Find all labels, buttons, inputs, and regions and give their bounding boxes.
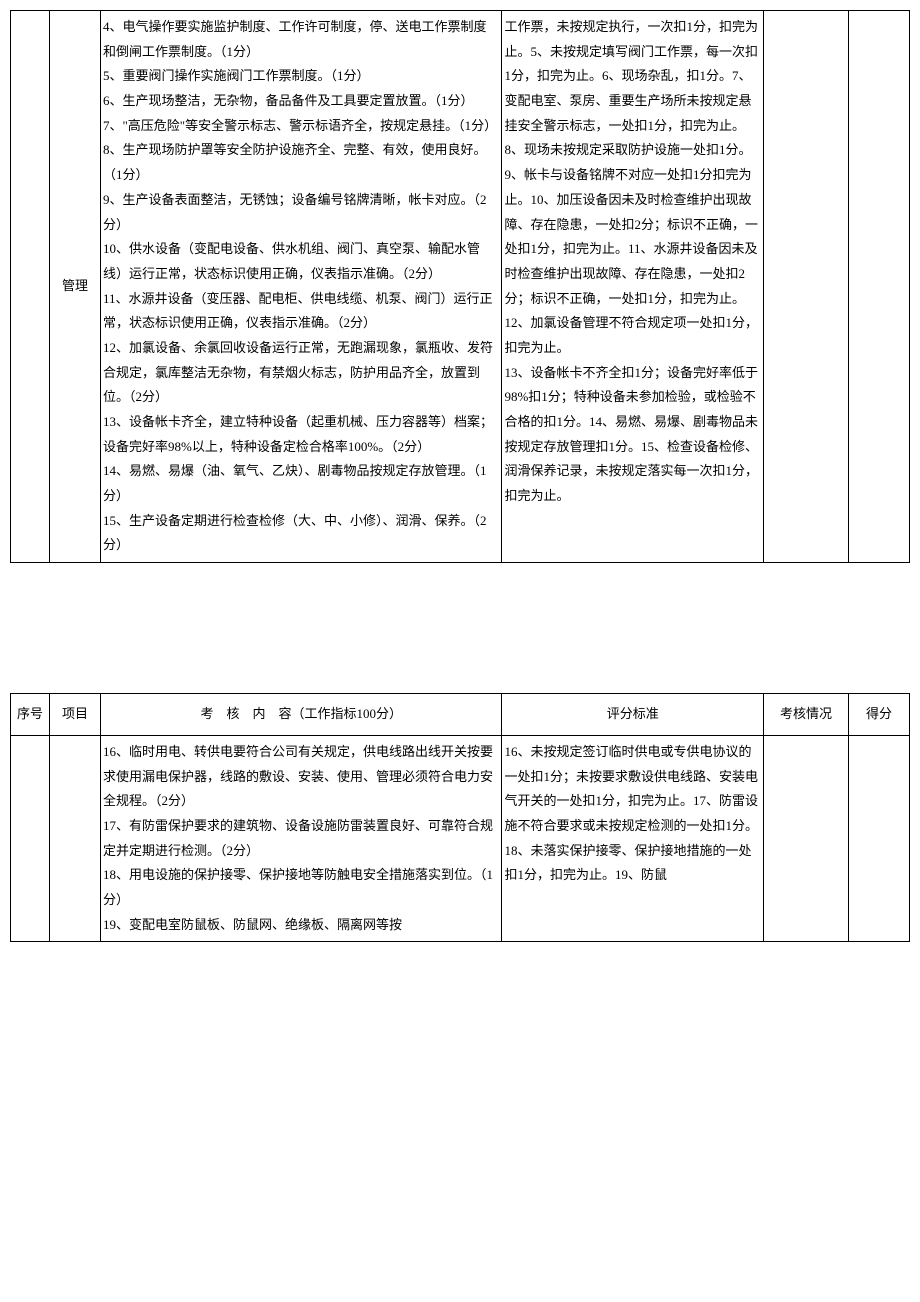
table-header-row: 序号 项目 考 核 内 容（工作指标100分） 评分标准 考核情况 得分 <box>11 694 910 736</box>
assessment-table-1: 管理 4、电气操作要实施监护制度、工作许可制度，停、送电工作票制度和倒闸工作票制… <box>10 10 910 563</box>
header-criteria: 评分标准 <box>502 694 764 736</box>
table-row: 16、临时用电、转供电要符合公司有关规定，供电线路出线开关按要求使用漏电保护器，… <box>11 735 910 942</box>
seq-cell <box>11 11 50 563</box>
project-cell: 管理 <box>49 11 100 563</box>
project-cell <box>49 735 100 942</box>
header-project: 项目 <box>49 694 100 736</box>
header-content-prefix: 考 核 内 容 <box>200 706 291 721</box>
score-cell <box>849 11 910 563</box>
header-content-suffix: （工作指标100分） <box>291 706 402 721</box>
criteria-cell: 16、未按规定签订临时供电或专供电协议的一处扣1分；未按要求敷设供电线路、安装电… <box>502 735 764 942</box>
header-content: 考 核 内 容（工作指标100分） <box>101 694 502 736</box>
assessment-table-2: 序号 项目 考 核 内 容（工作指标100分） 评分标准 考核情况 得分 16、… <box>10 693 910 942</box>
header-score: 得分 <box>849 694 910 736</box>
status-cell <box>763 735 848 942</box>
status-cell <box>763 11 848 563</box>
header-seq: 序号 <box>11 694 50 736</box>
content-cell: 16、临时用电、转供电要符合公司有关规定，供电线路出线开关按要求使用漏电保护器，… <box>101 735 502 942</box>
header-status: 考核情况 <box>763 694 848 736</box>
seq-cell <box>11 735 50 942</box>
content-cell: 4、电气操作要实施监护制度、工作许可制度，停、送电工作票制度和倒闸工作票制度。（… <box>101 11 502 563</box>
table-row: 管理 4、电气操作要实施监护制度、工作许可制度，停、送电工作票制度和倒闸工作票制… <box>11 11 910 563</box>
score-cell <box>849 735 910 942</box>
criteria-cell: 工作票，未按规定执行，一次扣1分，扣完为止。5、未按规定填写阀门工作票，每一次扣… <box>502 11 764 563</box>
